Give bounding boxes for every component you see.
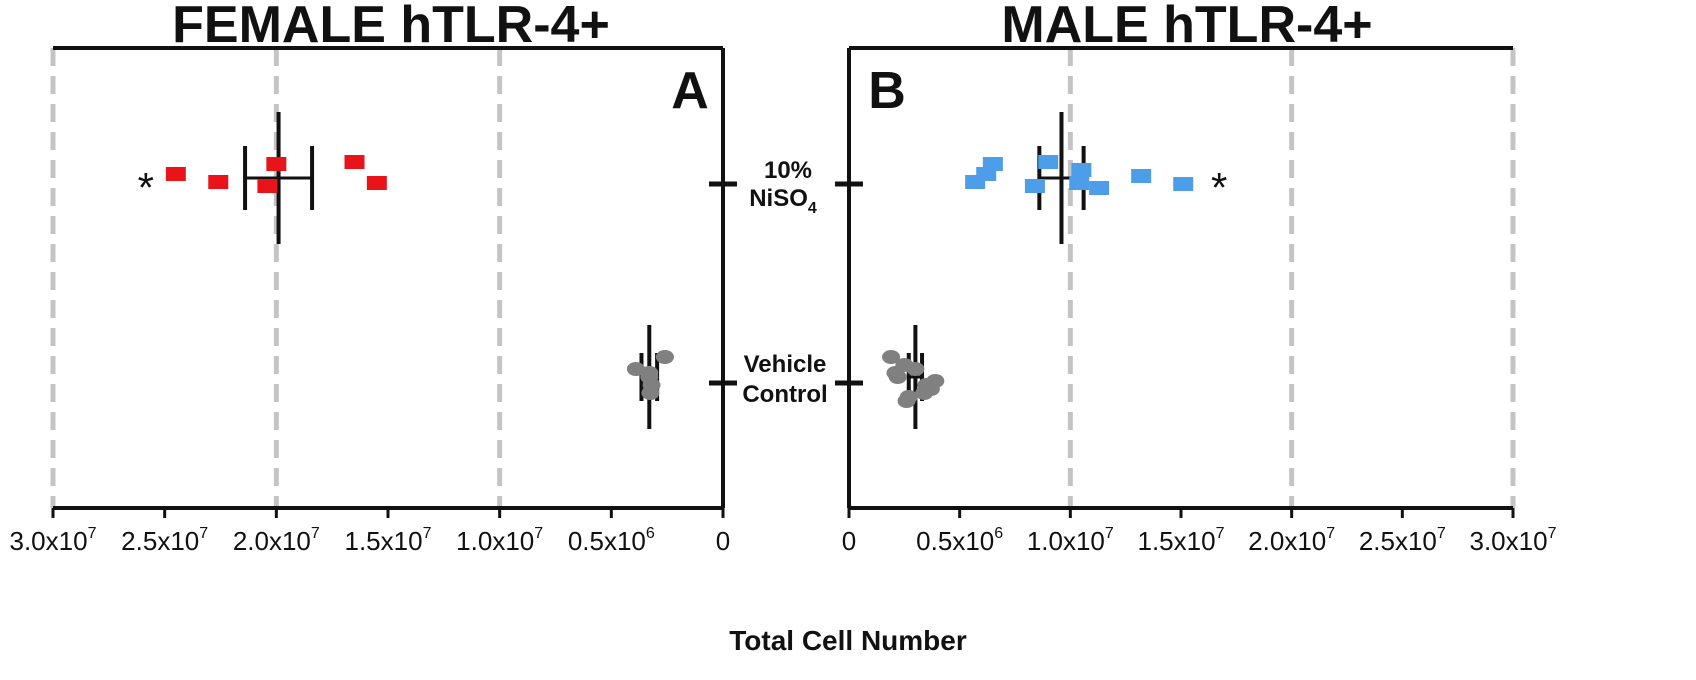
panel-a-axes xyxy=(53,46,737,510)
panel-a-x-tick-label-0: 3.0x107 xyxy=(10,525,97,556)
panel-b-series-0-point-8 xyxy=(1131,169,1152,183)
panel-b-series-0-point-4 xyxy=(1038,155,1059,169)
panel-a-label: A xyxy=(671,62,709,120)
panel-a-series-0-point-5 xyxy=(366,176,387,190)
panel-b-series-0-point-1 xyxy=(965,175,986,189)
panel-b-series-0-point-3 xyxy=(1024,179,1045,193)
panel-a-data: * xyxy=(138,112,674,429)
panel-a-x-tick-label-5: 0.5x106 xyxy=(568,525,655,556)
category-labels: 10% NiSO4 Vehicle Control xyxy=(742,157,827,408)
panel-a-x-tick-label-3: 1.5x107 xyxy=(345,525,432,556)
panel-b-x-ticks: 0 0.5x106 1.0x107 1.5x107 2.0x107 2.5x107 3.0x… xyxy=(842,508,1557,556)
panel-a-significance-marker: * xyxy=(138,164,154,211)
category-label-nis-line2: NiSO4 xyxy=(749,185,817,217)
panel-b-axes xyxy=(835,46,1513,510)
panel-a-gridlines xyxy=(50,48,503,508)
panel-a-series-1-point-3 xyxy=(655,350,674,364)
panel-b-data: * xyxy=(882,112,1227,429)
panel-a-title: FEMALE hTLR-4+ xyxy=(172,0,610,54)
panel-a-x-tick-label-6: 0 xyxy=(716,526,730,556)
panel-b-x-tick-label-1: 0.5x106 xyxy=(916,525,1003,556)
panel-b-series-1-point-9 xyxy=(921,382,940,396)
panel-a-x-tick-label-4: 1.0x107 xyxy=(456,525,543,556)
panel-a-x-tick-label-1: 2.5x107 xyxy=(121,525,208,556)
panel-b-x-tick-label-4: 2.0x107 xyxy=(1248,525,1335,556)
panel-a-series-0-point-1 xyxy=(208,175,229,189)
panel-b-series-1-point-3 xyxy=(882,350,901,364)
panel-b-male: MALE hTLR-4+ B 0 0.5x106 1.0x107 1.5x107 2.0… xyxy=(835,0,1557,556)
panel-a-x-tick-label-2: 2.0x107 xyxy=(233,525,320,556)
panel-a-series-1-point-4 xyxy=(641,386,660,400)
panel-a-series-0-point-3 xyxy=(257,179,278,193)
panel-b-title: MALE hTLR-4+ xyxy=(1001,0,1372,54)
panel-b-x-tick-label-6: 3.0x107 xyxy=(1470,525,1557,556)
category-label-nis-subscript: 4 xyxy=(808,200,817,217)
category-label-nis-line1: 10% xyxy=(764,157,812,184)
panel-b-series-1-point-10 xyxy=(899,390,918,404)
panel-b-series-0-point-6 xyxy=(1071,163,1092,177)
panel-b-x-tick-label-2: 1.0x107 xyxy=(1027,525,1114,556)
panel-b-x-tick-label-0: 0 xyxy=(842,526,856,556)
panel-a-series-0-point-0 xyxy=(165,167,186,181)
panel-a-series-1-point-5 xyxy=(640,366,659,380)
panel-a-female: FEMALE hTLR-4+ A 3.0x107 2.5x107 2.0x107 1.… xyxy=(10,0,737,556)
panel-b-x-tick-label-5: 2.5x107 xyxy=(1359,525,1446,556)
panel-b-label: B xyxy=(868,62,906,120)
category-label-veh-line1: Vehicle xyxy=(744,351,827,378)
panel-b-significance-marker: * xyxy=(1211,164,1227,211)
category-label-nis-base: NiSO xyxy=(749,185,808,212)
panel-a-x-ticks: 3.0x107 2.5x107 2.0x107 1.5x107 1.0x107 0.5x1… xyxy=(10,508,730,556)
panel-b-series-0-point-7 xyxy=(1089,181,1110,195)
panel-b-series-0-point-5 xyxy=(1069,176,1090,190)
panel-b-series-1-point-8 xyxy=(895,358,914,372)
panel-b-series-0-point-9 xyxy=(1173,177,1194,191)
panel-b-x-tick-label-3: 1.5x107 xyxy=(1138,525,1225,556)
panel-a-series-0-point-2 xyxy=(266,157,287,171)
category-label-veh-line2: Control xyxy=(742,381,827,408)
x-axis-title: Total Cell Number xyxy=(729,625,967,656)
panel-a-series-0-point-4 xyxy=(344,155,365,169)
panel-b-series-0-point-2 xyxy=(982,157,1003,171)
panel-b-gridlines xyxy=(1067,48,1516,508)
